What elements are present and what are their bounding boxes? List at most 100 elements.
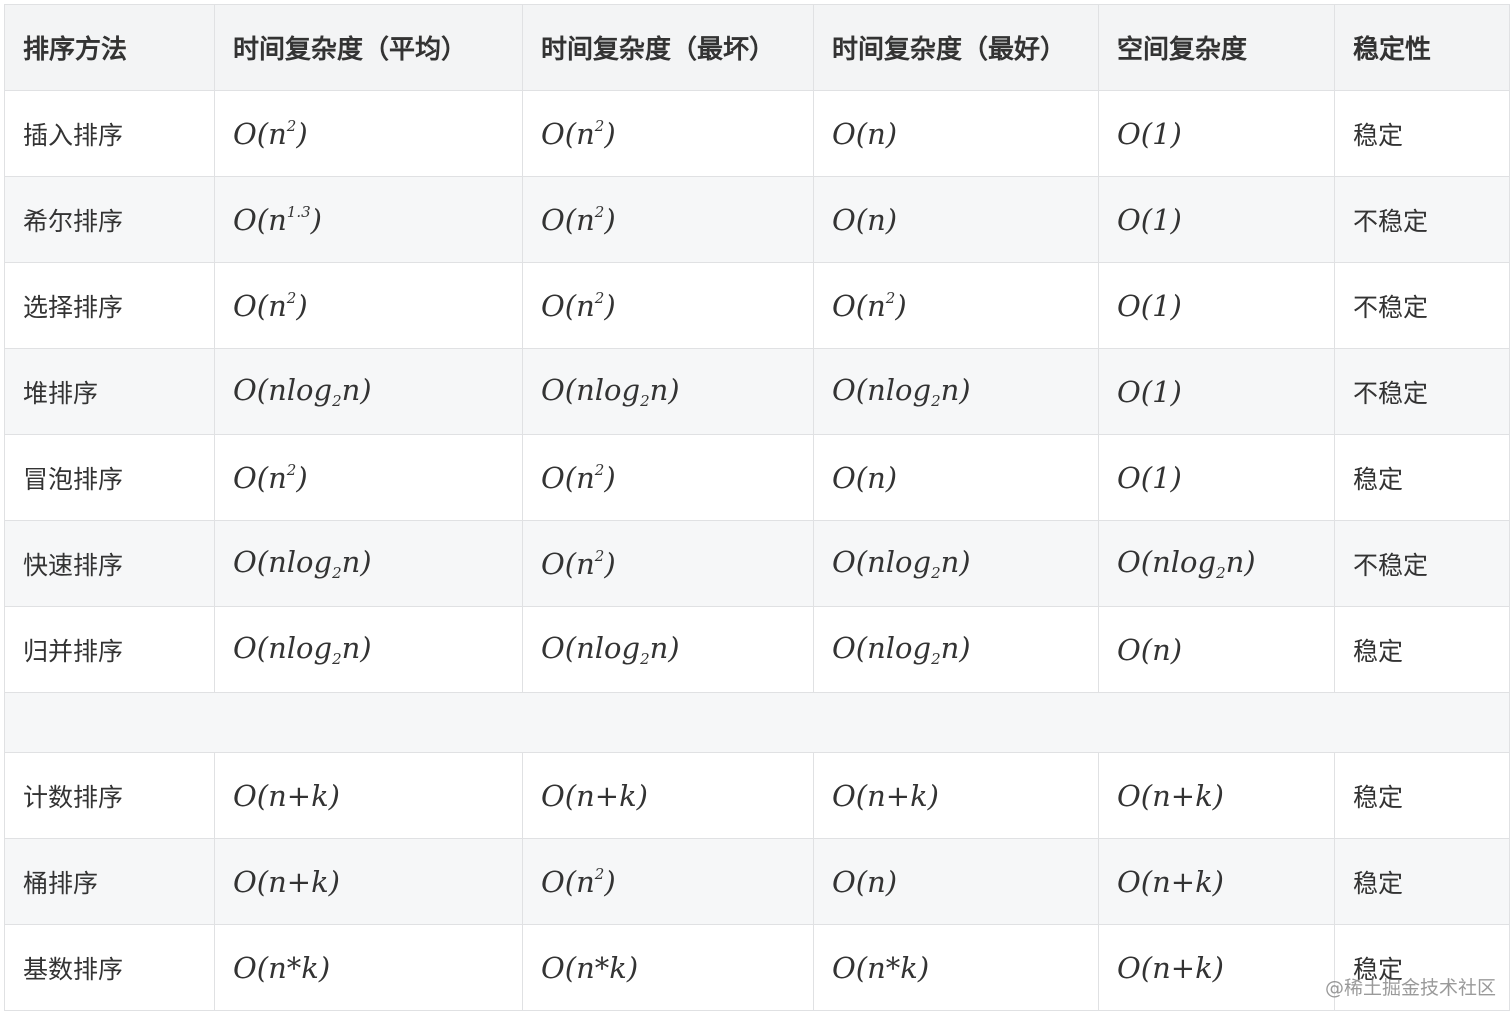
complexity-cell: O(n2) [214,90,523,177]
formula-text: ) [310,202,322,237]
superscript: 2 [286,460,297,479]
formula-text: O(n) [832,202,898,237]
formula-text: n) [341,631,372,665]
formula-text: O(n*k) [233,950,331,985]
complexity-cell: O(n*k) [813,924,1099,1011]
table-row: 计数排序 O(n+k) O(n+k) O(n+k) O(n+k) 稳定 [4,752,1510,839]
formula-text: O(nlog [1117,545,1217,579]
subscript: 2 [332,564,342,582]
formula-text: O(n [541,864,595,899]
formula-text: n) [649,373,680,407]
table-row: 选择排序 O(n2) O(n2) O(n2) O(1) 不稳定 [4,262,1510,349]
stability-cell: 稳定 [1334,924,1510,1011]
stability-cell: 不稳定 [1334,520,1510,607]
formula-text: O(n*k) [541,950,639,985]
formula-text: O(nlog [233,631,333,665]
subscript: 2 [1216,564,1226,582]
formula-text: O(nlog [233,373,333,407]
formula-text: O(n+k) [233,778,340,813]
stability-cell: 稳定 [1334,838,1510,925]
formula-text: O(nlog [541,373,641,407]
formula-text: O(n+k) [1117,950,1224,985]
complexity-cell: O(nlog2n) [522,348,814,435]
formula-text: O(n*k) [832,950,930,985]
superscript: 2 [594,864,605,883]
table-row: 桶排序 O(n+k) O(n2) O(n) O(n+k) 稳定 [4,838,1510,925]
formula-text: O(n) [832,864,898,899]
subscript: 2 [931,564,941,582]
complexity-cell: O(n2) [522,838,814,925]
stability-cell: 稳定 [1334,90,1510,177]
method-name: 归并排序 [4,606,215,693]
formula-text: O(1) [1117,202,1182,237]
complexity-cell: O(n*k) [522,924,814,1011]
column-header: 稳定性 [1334,4,1510,91]
subscript: 2 [931,392,941,410]
empty-cell [4,692,1510,753]
complexity-cell: O(nlog2n) [813,606,1099,693]
formula-text: O(n [541,546,595,581]
superscript: 2 [286,116,297,135]
formula-text: n) [940,373,971,407]
complexity-cell: O(n) [813,176,1099,263]
formula-text: n) [940,545,971,579]
method-name: 快速排序 [4,520,215,607]
complexity-cell: O(n2) [522,434,814,521]
formula-text: ) [296,460,308,495]
complexity-cell: O(nlog2n) [214,606,523,693]
complexity-cell: O(n) [813,434,1099,521]
method-name: 基数排序 [4,924,215,1011]
complexity-cell: O(n) [813,90,1099,177]
formula-text: O(n [233,116,287,151]
formula-text: O(n) [832,460,898,495]
formula-text: ) [604,116,616,151]
table-row: 基数排序 O(n*k) O(n*k) O(n*k) O(n+k) 稳定 [4,924,1510,1011]
formula-text: O(1) [1117,460,1182,495]
complexity-cell: O(n2) [522,90,814,177]
complexity-cell: O(n+k) [214,752,523,839]
formula-text: ) [296,116,308,151]
superscript: 2 [594,546,605,565]
complexity-cell: O(n1.3) [214,176,523,263]
formula-text: O(n [233,202,287,237]
complexity-cell: O(n) [813,838,1099,925]
formula-text: O(n [541,116,595,151]
formula-text: O(n+k) [541,778,648,813]
complexity-cell: O(nlog2n) [1098,520,1335,607]
method-name: 桶排序 [4,838,215,925]
table-row: 堆排序 O(nlog2n) O(nlog2n) O(nlog2n) O(1) 不稳定 [4,348,1510,435]
formula-text: O(n+k) [832,778,939,813]
complexity-cell: O(n2) [522,176,814,263]
formula-text: O(n [233,288,287,323]
complexity-cell: O(nlog2n) [214,520,523,607]
formula-text: ) [604,546,616,581]
formula-text: n) [649,631,680,665]
complexity-cell: O(1) [1098,262,1335,349]
table-row: 冒泡排序 O(n2) O(n2) O(n) O(1) 稳定 [4,434,1510,521]
formula-text: ) [604,202,616,237]
table-row: 快速排序 O(nlog2n) O(n2) O(nlog2n) O(nlog2n) 不稳定 [4,520,1510,607]
column-header: 排序方法 [4,4,215,91]
complexity-cell: O(n) [1098,606,1335,693]
stability-cell: 不稳定 [1334,262,1510,349]
complexity-cell: O(n+k) [1098,752,1335,839]
formula-text: O(n+k) [1117,864,1224,899]
table-row: 希尔排序 O(n1.3) O(n2) O(n) O(1) 不稳定 [4,176,1510,263]
method-name: 堆排序 [4,348,215,435]
complexity-cell: O(n+k) [1098,838,1335,925]
complexity-cell: O(n+k) [1098,924,1335,1011]
formula-text: ) [296,288,308,323]
complexity-cell: O(nlog2n) [813,520,1099,607]
complexity-cell: O(n2) [522,520,814,607]
formula-text: O(n [541,460,595,495]
method-name: 冒泡排序 [4,434,215,521]
complexity-cell: O(n2) [214,434,523,521]
complexity-cell: O(n2) [522,262,814,349]
subscript: 2 [640,650,650,668]
complexity-cell: O(1) [1098,90,1335,177]
complexity-cell: O(n+k) [813,752,1099,839]
superscript: 2 [594,460,605,479]
complexity-cell: O(n2) [214,262,523,349]
subscript: 2 [332,650,342,668]
stability-cell: 不稳定 [1334,176,1510,263]
